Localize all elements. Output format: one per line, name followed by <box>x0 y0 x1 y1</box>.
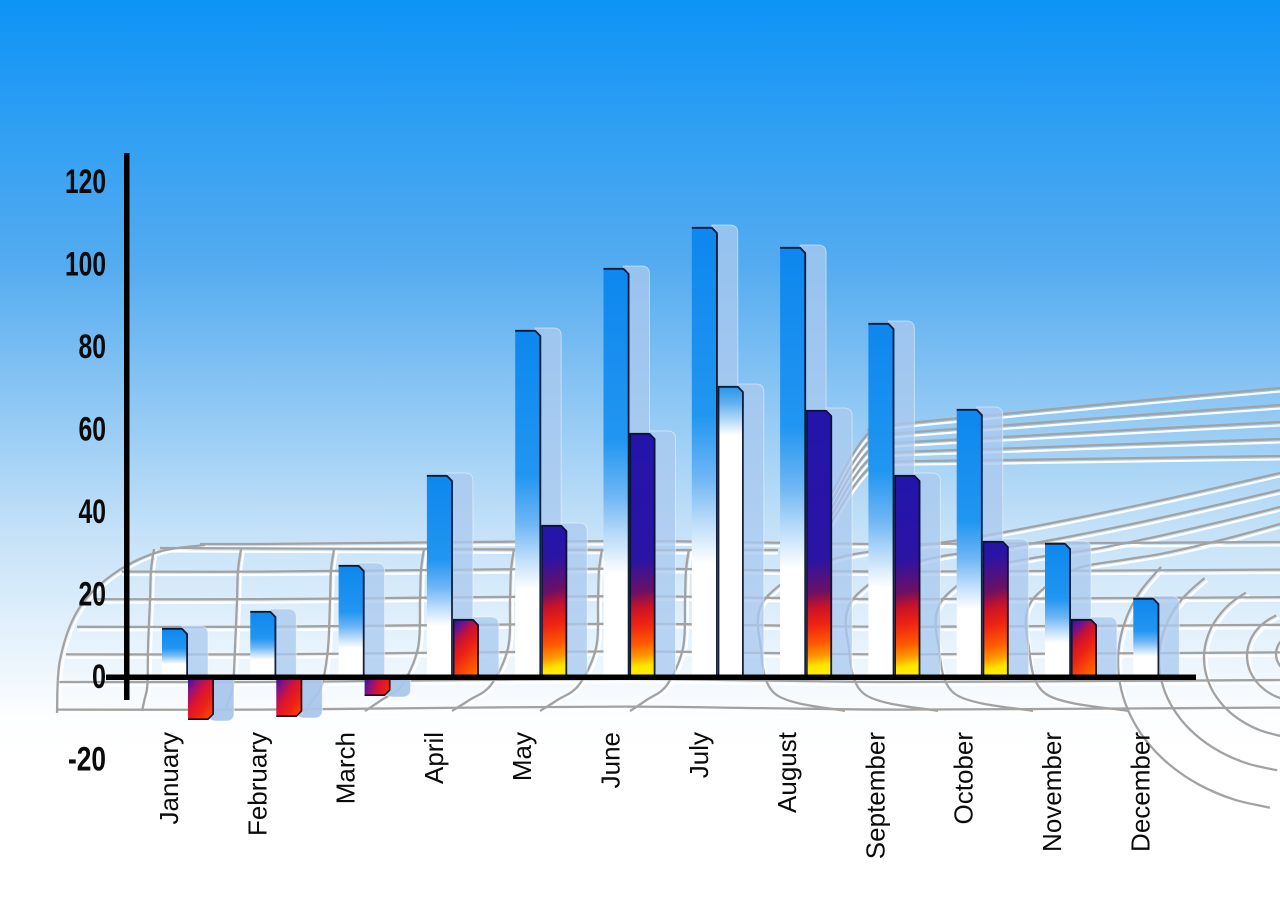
svg-text:August: August <box>772 731 802 813</box>
svg-text:60: 60 <box>79 410 107 448</box>
svg-text:-20: -20 <box>68 740 106 778</box>
svg-text:20: 20 <box>79 575 107 613</box>
svg-text:80: 80 <box>79 328 107 366</box>
svg-text:October: October <box>949 732 979 825</box>
svg-text:0: 0 <box>92 658 106 696</box>
svg-text:120: 120 <box>65 163 106 201</box>
svg-text:December: December <box>1125 732 1155 852</box>
svg-text:40: 40 <box>79 493 107 531</box>
svg-text:July: July <box>684 732 714 778</box>
svg-text:November: November <box>1037 732 1067 852</box>
svg-text:September: September <box>860 732 890 860</box>
svg-text:April: April <box>419 732 449 784</box>
svg-text:June: June <box>596 732 626 788</box>
svg-text:100: 100 <box>65 245 106 283</box>
svg-text:May: May <box>507 732 537 781</box>
svg-text:February: February <box>242 732 272 836</box>
svg-text:January: January <box>154 732 184 825</box>
svg-text:March: March <box>331 732 361 804</box>
